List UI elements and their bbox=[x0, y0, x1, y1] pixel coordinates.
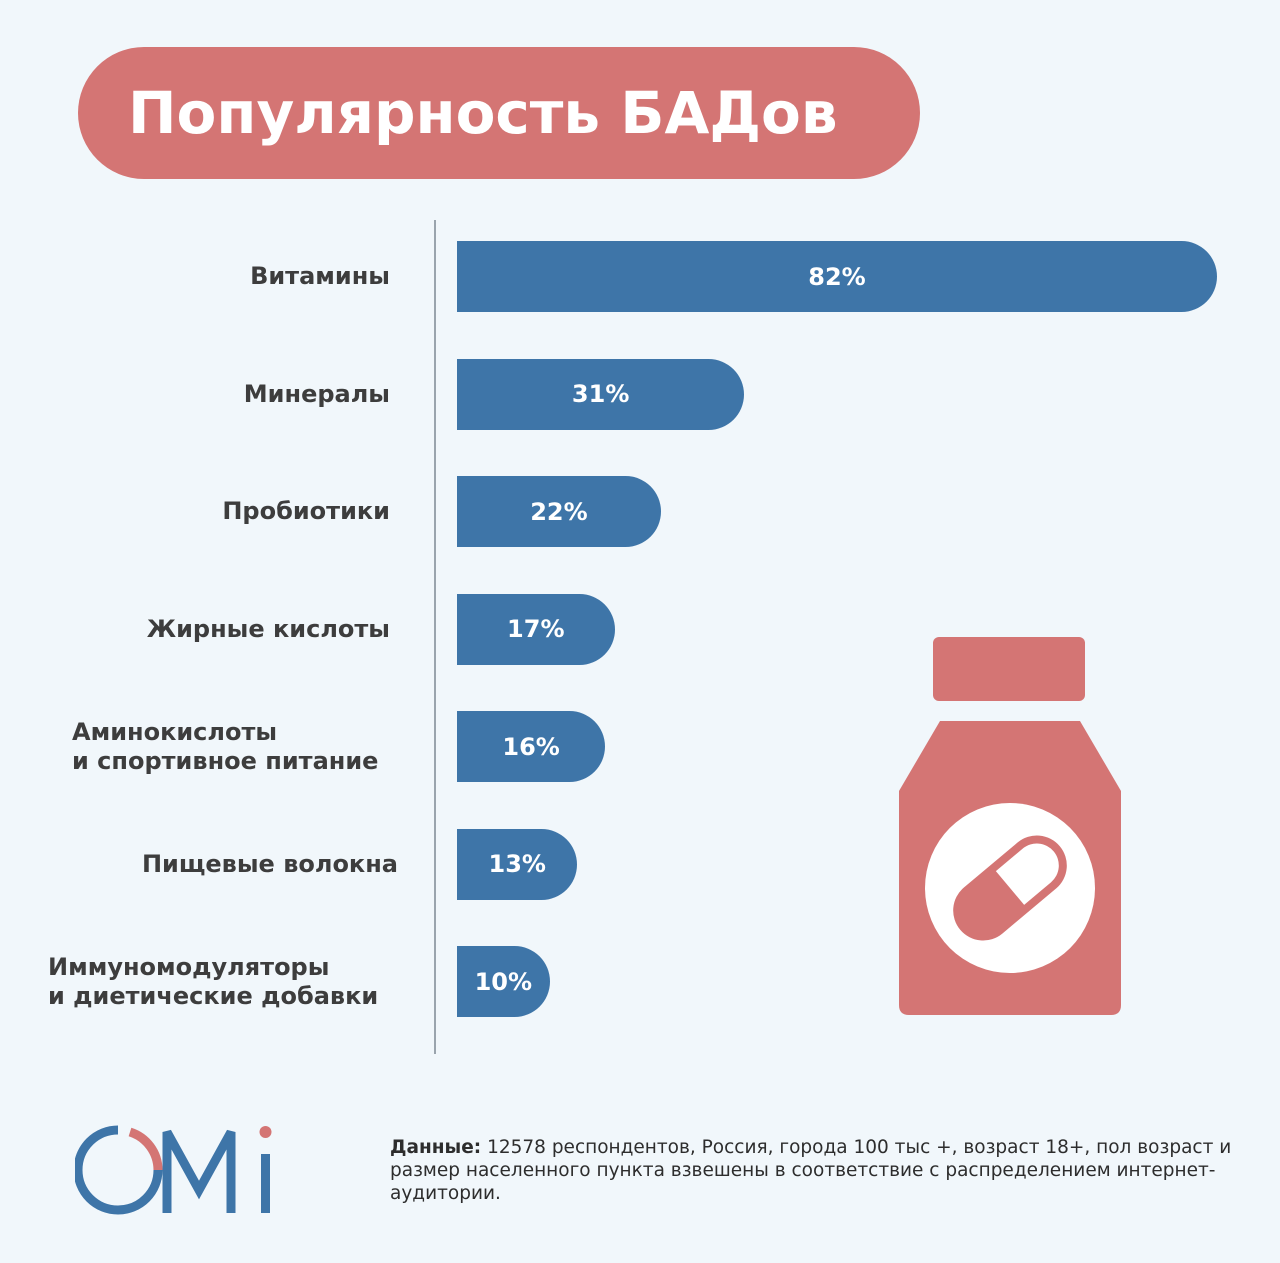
category-label-line: Аминокислоты bbox=[72, 717, 278, 746]
category-label-line: и спортивное питание bbox=[72, 746, 379, 775]
footnote-label: Данные: bbox=[390, 1137, 482, 1158]
category-label-line: Пищевые волокна bbox=[141, 849, 398, 878]
bar-value-label: 10% bbox=[474, 967, 533, 996]
page-title: Популярность БАДов bbox=[128, 79, 838, 147]
category-label: Аминокислоты и спортивное питание bbox=[72, 718, 378, 776]
bar-value-label: 13% bbox=[488, 850, 546, 878]
chart-axis-line bbox=[434, 220, 436, 1054]
omi-logo bbox=[75, 1125, 272, 1215]
category-label-line: Витамины bbox=[250, 262, 390, 290]
bar: 22% bbox=[457, 476, 661, 547]
bar: 16% bbox=[457, 711, 606, 782]
bar-value-label: 16% bbox=[502, 732, 560, 761]
bar: 82% bbox=[457, 241, 1217, 312]
pill-bottle-icon bbox=[899, 637, 1121, 1015]
data-footnote: Данные: 12578 респондентов, Россия, горо… bbox=[390, 1136, 1250, 1205]
category-label-line: Пробиотики bbox=[222, 497, 390, 525]
bar-value-label: 17% bbox=[507, 615, 565, 643]
footnote-text: 12578 респондентов, Россия, города 100 т… bbox=[390, 1137, 1232, 1204]
category-label: Витамины bbox=[250, 262, 390, 291]
category-label: Жирные кислоты bbox=[147, 615, 390, 644]
category-label-line: Жирные кислоты bbox=[146, 614, 390, 643]
bar-value-label: 31% bbox=[571, 380, 630, 408]
bar-value-label: 82% bbox=[808, 262, 866, 291]
category-label: Иммуномодуляторы и диетические добавки bbox=[48, 953, 378, 1011]
category-label-line: и диетические добавки bbox=[48, 981, 379, 1010]
category-label-line: Иммуномодуляторы bbox=[48, 952, 330, 981]
category-label: Пробиотики bbox=[222, 497, 390, 526]
category-label-line: Минералы bbox=[243, 379, 390, 408]
category-label: Пищевые волокна bbox=[142, 850, 398, 879]
bar: 13% bbox=[457, 828, 578, 900]
bar: 17% bbox=[457, 593, 615, 665]
category-label: Минералы bbox=[244, 380, 390, 409]
bar: 10% bbox=[457, 946, 550, 1017]
bar: 31% bbox=[457, 358, 745, 430]
title-banner: Популярность БАДов bbox=[78, 47, 920, 179]
bar-value-label: 22% bbox=[530, 497, 588, 526]
